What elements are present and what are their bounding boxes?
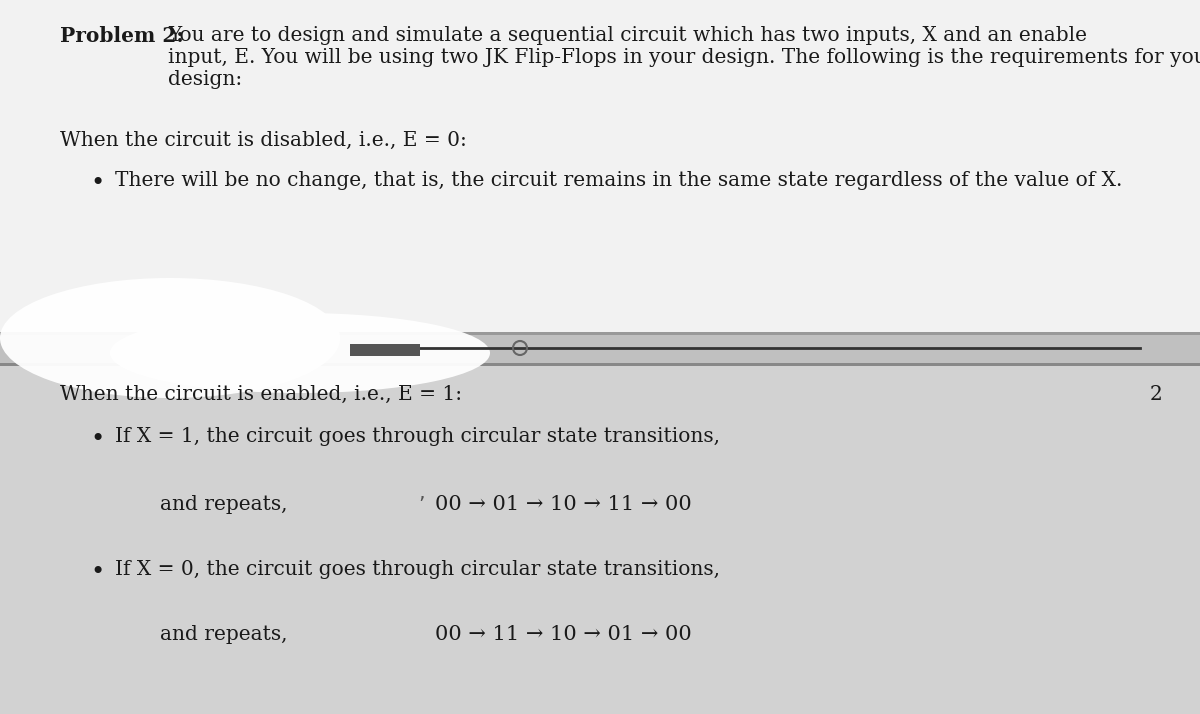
- Text: 2: 2: [1150, 385, 1163, 404]
- Bar: [350, 344, 420, 356]
- Text: •: •: [90, 427, 104, 451]
- Text: •: •: [90, 171, 104, 195]
- Text: If X = 0, the circuit goes through circular state transitions,: If X = 0, the circuit goes through circu…: [115, 560, 720, 579]
- Text: ’: ’: [418, 495, 425, 514]
- Text: When the circuit is enabled, i.e., E = 1:: When the circuit is enabled, i.e., E = 1…: [60, 385, 462, 404]
- Ellipse shape: [110, 313, 490, 393]
- Text: 00 → 11 → 10 → 01 → 00: 00 → 11 → 10 → 01 → 00: [436, 625, 691, 644]
- Text: and repeats,: and repeats,: [160, 625, 288, 644]
- Bar: [0, 335, 1200, 363]
- Text: There will be no change, that is, the circuit remains in the same state regardle: There will be no change, that is, the ci…: [115, 171, 1122, 190]
- Text: •: •: [90, 560, 104, 584]
- Text: Problem 2:: Problem 2:: [60, 26, 184, 46]
- Bar: [0, 363, 1200, 366]
- Bar: [0, 332, 1200, 335]
- Text: and repeats,: and repeats,: [160, 495, 288, 514]
- Ellipse shape: [0, 278, 340, 398]
- Bar: [0, 363, 1200, 714]
- Bar: [0, 0, 1200, 335]
- Text: If X = 1, the circuit goes through circular state transitions,: If X = 1, the circuit goes through circu…: [115, 427, 720, 446]
- Text: You are to design and simulate a sequential circuit which has two inputs, X and : You are to design and simulate a sequent…: [168, 26, 1200, 89]
- Text: When the circuit is disabled, i.e., E = 0:: When the circuit is disabled, i.e., E = …: [60, 131, 467, 150]
- Text: 00 → 01 → 10 → 11 → 00: 00 → 01 → 10 → 11 → 00: [436, 495, 691, 514]
